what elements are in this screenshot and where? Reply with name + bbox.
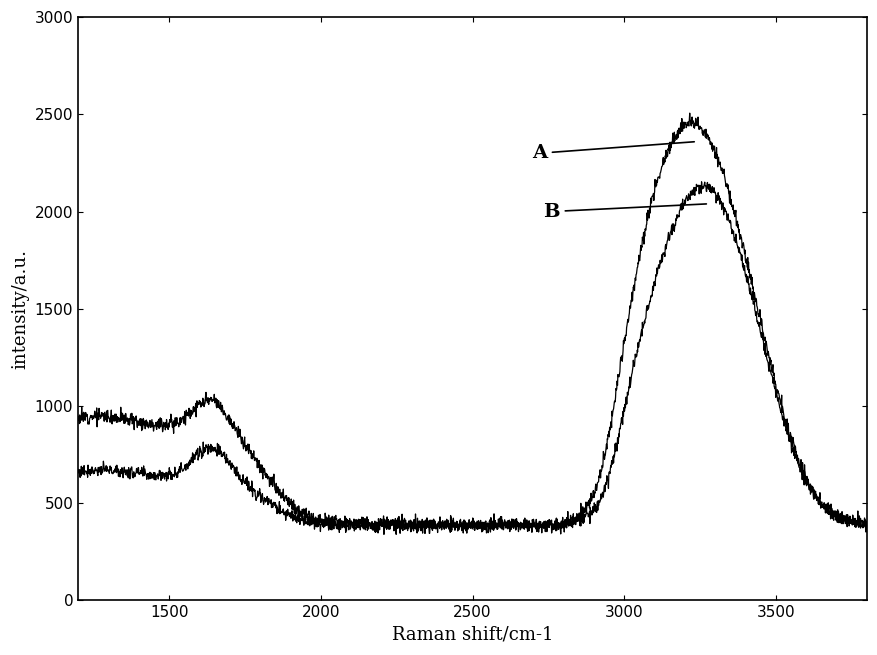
Text: A: A <box>531 141 694 162</box>
Y-axis label: intensity/a.u.: intensity/a.u. <box>11 249 29 369</box>
Text: B: B <box>543 202 706 221</box>
X-axis label: Raman shift/cm-1: Raman shift/cm-1 <box>391 626 553 644</box>
